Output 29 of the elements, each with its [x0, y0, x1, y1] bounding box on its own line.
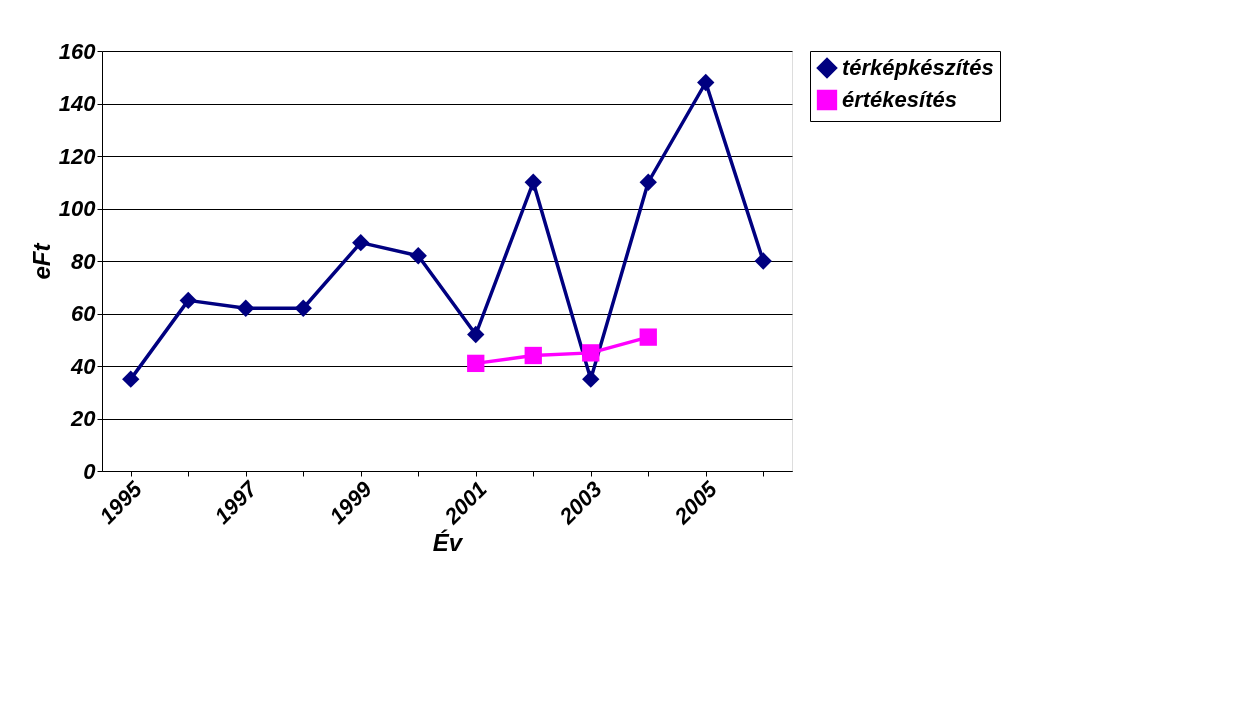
y-tick-label: 80	[71, 248, 97, 274]
point	[467, 354, 485, 373]
point	[352, 233, 370, 252]
point	[639, 328, 657, 346]
y-tick-label: 120	[58, 143, 97, 169]
y-tick-label: 0	[83, 458, 97, 484]
point	[524, 346, 542, 365]
point	[409, 247, 427, 265]
y-tick-label: 40	[70, 353, 97, 379]
y-tick-label: 20	[70, 406, 97, 431]
y-tick-label: 140	[58, 91, 97, 116]
point	[237, 299, 255, 317]
point	[294, 299, 312, 317]
legend-label: térképkészítés	[842, 55, 994, 80]
point	[179, 291, 197, 310]
legend-label: értékesítés	[842, 87, 957, 112]
point	[524, 173, 542, 191]
point	[582, 344, 600, 362]
point	[754, 252, 772, 270]
y-tick-label: 60	[71, 301, 97, 326]
x-axis-title: Év	[432, 528, 464, 556]
y-tick-label: 100	[58, 196, 97, 221]
point	[122, 370, 140, 388]
point	[582, 370, 600, 388]
point	[467, 325, 485, 344]
point	[639, 173, 657, 191]
y-tick-label: 160	[58, 38, 97, 64]
y-axis-title: eFt	[27, 242, 55, 280]
point	[697, 73, 715, 92]
